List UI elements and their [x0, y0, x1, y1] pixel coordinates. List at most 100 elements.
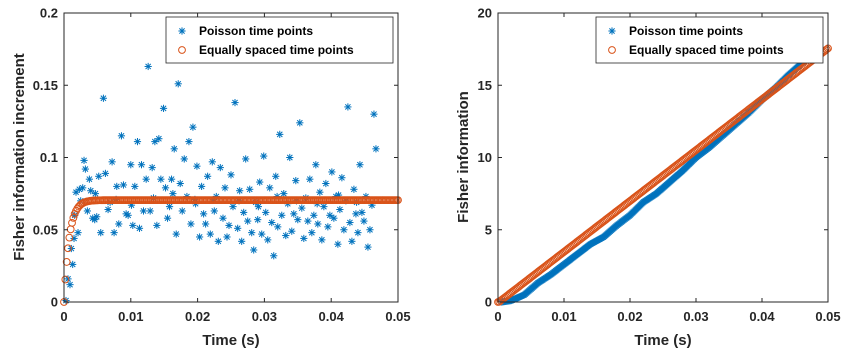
poisson-point: [146, 207, 154, 215]
left-x-tick-label: 0.05: [385, 309, 410, 324]
equal-legend-icon: [178, 46, 186, 54]
right-y-tick-label: 5: [485, 222, 492, 237]
poisson-point: [169, 190, 177, 198]
poisson-point: [189, 123, 197, 131]
poisson-point: [372, 145, 380, 153]
poisson-point: [286, 153, 294, 162]
poisson-legend-icon: [608, 27, 616, 35]
poisson-point: [180, 155, 188, 163]
poisson-point: [172, 230, 180, 238]
equal-legend-icon: [608, 46, 616, 54]
poisson-point: [83, 207, 91, 215]
poisson-point: [326, 211, 334, 219]
left-legend-label-poisson: Poisson time points: [199, 24, 313, 38]
left-x-tick-label: 0.04: [319, 309, 345, 324]
poisson-point: [185, 138, 193, 146]
poisson-point: [113, 182, 121, 190]
poisson-point: [139, 207, 148, 215]
poisson-point: [225, 221, 233, 230]
poisson-point: [322, 179, 330, 188]
left-legend-marker-equal: [178, 46, 186, 54]
poisson-point: [142, 175, 150, 183]
left-axis-ticks: 0 0.01 0.02 0.03 0.04 0.05 0 0.05 0.1 0.15 0.2: [33, 6, 411, 325]
poisson-point: [174, 80, 182, 88]
right-axis-ticks: 0 0.01 0.02 0.03 0.04 0.05 0 5 10 15 20: [478, 6, 841, 325]
poisson-point: [240, 208, 248, 217]
poisson-point: [69, 260, 77, 269]
poisson-point: [129, 221, 137, 230]
poisson-point: [202, 220, 210, 228]
equal-point: [64, 244, 72, 253]
right-x-tick-label: 0.05: [815, 309, 840, 324]
right-legend-marker-equal: [608, 46, 616, 54]
left-y-tick-label: 0.15: [33, 78, 58, 93]
poisson-point: [137, 161, 146, 169]
right-x-tick-label: 0.02: [617, 309, 642, 324]
poisson-point: [310, 211, 318, 219]
poisson-point: [216, 164, 224, 172]
poisson-point: [314, 220, 322, 228]
poisson-point: [268, 218, 276, 227]
right-x-tick-label: 0: [494, 309, 501, 324]
left-y-axis-label: Fisher information increment: [11, 53, 28, 261]
poisson-point: [264, 236, 272, 244]
poisson-point: [133, 138, 142, 146]
poisson-point: [346, 218, 354, 227]
poisson-point: [151, 138, 159, 146]
poisson-point: [254, 203, 262, 211]
right-y-tick-label: 20: [478, 6, 492, 21]
poisson-point: [200, 210, 208, 218]
poisson-point: [148, 164, 156, 172]
poisson-point: [338, 174, 346, 182]
poisson-point: [292, 177, 300, 185]
poisson-point: [234, 224, 242, 232]
poisson-point: [196, 233, 204, 241]
poisson-point: [206, 230, 214, 238]
right-x-tick-label: 0.01: [551, 309, 576, 324]
left-legend: Poisson time points Equally spaced time …: [165, 16, 394, 64]
left-legend-box: [165, 16, 394, 64]
poisson-point: [127, 161, 135, 169]
poisson-point: [266, 184, 274, 192]
poisson-point: [272, 172, 280, 180]
poisson-point: [104, 205, 112, 214]
poisson-point: [97, 229, 105, 237]
right-x-tick-label: 0.04: [749, 309, 775, 324]
poisson-point: [74, 229, 82, 237]
poisson-point: [364, 243, 372, 251]
right-legend-box: [595, 16, 824, 64]
poisson-legend-icon: [178, 27, 186, 35]
poisson-point: [91, 190, 99, 198]
poisson-point: [344, 103, 352, 111]
left-x-tick-label: 0.03: [252, 309, 277, 324]
left-y-tick-label: 0.2: [40, 6, 58, 21]
poisson-point: [306, 175, 314, 183]
poisson-point: [354, 229, 362, 237]
poisson-point: [62, 296, 70, 305]
left-legend-marker-poisson: [178, 27, 186, 35]
poisson-point: [254, 216, 262, 224]
poisson-point: [236, 187, 244, 195]
poisson-point: [157, 175, 165, 183]
equal-point: [68, 218, 76, 227]
poisson-point: [334, 240, 342, 248]
left-x-axis-label: Time (s): [202, 332, 259, 349]
left-y-tick-label: 0.1: [40, 150, 58, 165]
poisson-point: [93, 213, 101, 221]
poisson-point: [282, 231, 290, 240]
poisson-point: [290, 210, 298, 218]
poisson-point: [350, 185, 358, 193]
right-legend-marker-poisson: [608, 27, 616, 35]
left-x-tick-label: 0: [60, 309, 67, 324]
right-y-tick-label: 0: [485, 295, 492, 310]
poisson-point: [167, 175, 176, 183]
poisson-point: [304, 217, 312, 225]
poisson-point: [117, 132, 126, 140]
poisson-point: [308, 229, 316, 237]
poisson-point: [110, 229, 118, 237]
poisson-point: [170, 145, 178, 153]
poisson-point: [79, 184, 87, 192]
poisson-point: [119, 181, 128, 189]
poisson-point: [358, 208, 366, 217]
poisson-point: [262, 208, 270, 217]
